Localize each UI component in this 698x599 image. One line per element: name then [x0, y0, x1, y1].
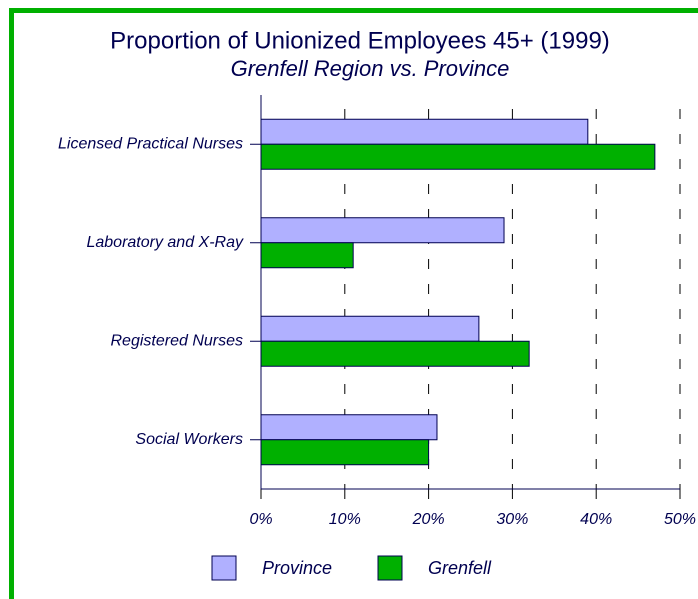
bar: [260, 439, 430, 466]
bar: [260, 217, 505, 244]
x-tick-label: 30%: [496, 511, 528, 528]
x-tick-label: 50%: [664, 511, 696, 528]
frame-left: [9, 8, 14, 599]
bar: [260, 340, 530, 367]
chart-title: Proportion of Unionized Employees 45+ (1…: [110, 27, 610, 54]
y-tick-label: Laboratory and X-Ray: [86, 234, 244, 251]
x-tick-label: 0%: [249, 511, 272, 528]
x-tick-label: 10%: [329, 511, 361, 528]
legend-label: Province: [262, 558, 332, 578]
x-tick-label: 20%: [412, 511, 445, 528]
bar: [260, 118, 589, 145]
y-tick-label: Licensed Practical Nurses: [58, 135, 243, 152]
legend-swatch: [377, 555, 403, 581]
bar: [260, 143, 656, 170]
legend-label: Grenfell: [428, 558, 492, 578]
bar: [260, 414, 438, 441]
y-tick-label: Registered Nurses: [111, 332, 244, 349]
frame-top: [9, 8, 698, 13]
x-tick-label: 40%: [580, 511, 612, 528]
bar: [260, 315, 480, 342]
y-tick-label: Social Workers: [135, 431, 243, 448]
legend-swatch: [211, 555, 237, 581]
chart-subtitle: Grenfell Region vs. Province: [231, 56, 510, 81]
bar: [260, 242, 354, 269]
